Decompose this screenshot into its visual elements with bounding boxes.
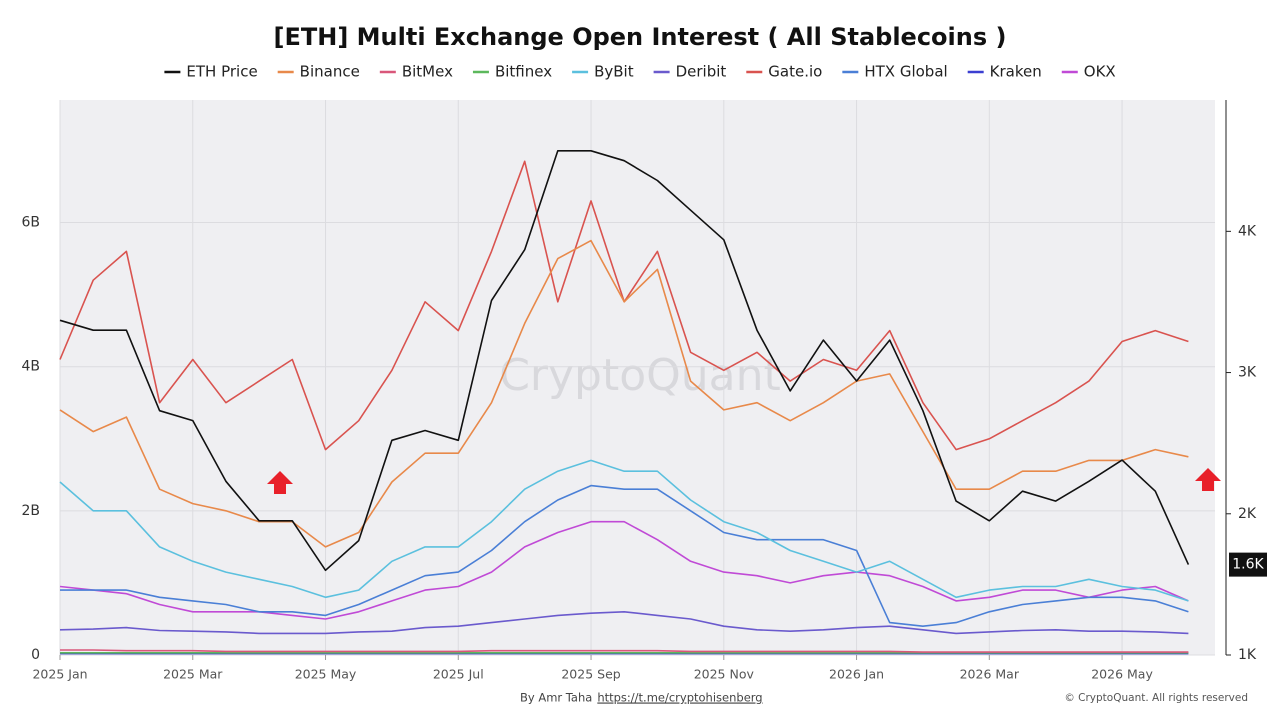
plot-background [60, 100, 1215, 655]
x-tick-label: 2026 Mar [960, 667, 1020, 682]
legend-item: OKX [1061, 63, 1116, 81]
legend-label: Kraken [990, 63, 1042, 81]
y-tick-label: 2B [21, 503, 40, 519]
y-tick-label: 0 [31, 647, 40, 663]
x-tick-label: 2026 May [1091, 667, 1153, 682]
y-tick-label: 6B [21, 215, 40, 231]
link[interactable]: https://t.me/cryptohisenberg [597, 691, 762, 705]
y2-tick-label: 4K [1238, 223, 1257, 239]
legend-label: Binance [300, 63, 360, 81]
series-line [59, 239, 1189, 548]
y2-tick-label: 2K [1238, 506, 1257, 522]
arrow-annotation [267, 471, 293, 494]
x-tick-label: 2025 Nov [694, 667, 755, 682]
chart-title: [ETH] Multi Exchange Open Interest ( All… [274, 23, 1007, 51]
legend-item: ETH Price [164, 63, 258, 81]
x-tick-label: 2025 Mar [163, 667, 223, 682]
x-tick-label: 2026 Jan [829, 667, 884, 682]
y-tick-label: 4B [21, 359, 40, 375]
legend-item: BitMex [379, 63, 453, 81]
legend-label: Deribit [676, 63, 727, 81]
x-tick-label: 2025 Jan [32, 667, 87, 682]
series-line [60, 484, 1189, 627]
x-tick-label: 2025 May [295, 667, 357, 682]
grid [59, 100, 1215, 656]
x-tick-label: 2025 Sep [561, 667, 620, 682]
series-line [59, 611, 1189, 635]
legend-label: ByBit [594, 63, 634, 81]
legend-item: Bitfinex [472, 63, 552, 81]
watermark: CryptoQuant [499, 350, 781, 401]
legend-item: Kraken [967, 63, 1042, 81]
legend: ETH Price Binance BitMex Bitfinex ByBit Derib… [164, 63, 1116, 81]
legend-label: ETH Price [186, 63, 257, 81]
series-line [60, 649, 1189, 653]
legend-item: Gate.io [746, 63, 822, 81]
footer: By Amr Taha https://t.me/cryptohisenberg… [520, 691, 1248, 705]
legend-label: HTX Global [864, 63, 947, 81]
x-tick-label: 2025 Jul [433, 667, 484, 682]
lines [59, 150, 1190, 655]
series-line [59, 459, 1189, 602]
copyright: © CryptoQuant. All rights reserved [1064, 692, 1248, 704]
credit: By Amr Taha [520, 691, 592, 705]
series-line [59, 150, 1190, 572]
arrow-annotation [1195, 468, 1221, 491]
y2-tick-label: 3K [1238, 365, 1257, 381]
legend-item: ByBit [572, 63, 634, 81]
legend-label: OKX [1084, 63, 1116, 81]
price-label-box [1229, 552, 1267, 577]
legend-label: BitMex [402, 63, 453, 81]
price-label: 1.6K [1232, 557, 1264, 573]
legend-label: Gate.io [768, 63, 822, 81]
legend-item: Binance [277, 63, 360, 81]
legend-label: Bitfinex [495, 63, 552, 81]
series-line [59, 520, 1189, 620]
legend-item: HTX Global [842, 63, 948, 81]
y2-tick-label: 1K [1238, 647, 1257, 663]
legend-item: Deribit [653, 63, 727, 81]
